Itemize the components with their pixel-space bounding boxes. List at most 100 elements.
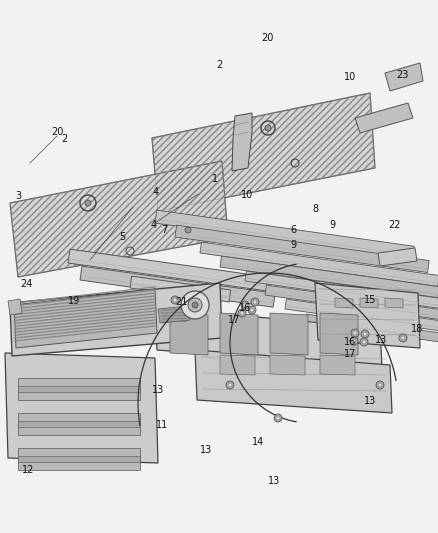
Circle shape — [361, 330, 369, 338]
Text: 13: 13 — [268, 476, 280, 486]
Circle shape — [253, 300, 257, 304]
Circle shape — [352, 339, 356, 343]
Text: 13: 13 — [152, 385, 164, 395]
Polygon shape — [158, 306, 190, 323]
Text: 4: 4 — [150, 220, 156, 230]
Polygon shape — [195, 350, 392, 413]
Text: 6: 6 — [290, 225, 297, 235]
Text: 14: 14 — [252, 438, 265, 447]
Text: 13: 13 — [364, 396, 376, 406]
Polygon shape — [155, 308, 382, 368]
Polygon shape — [220, 256, 438, 297]
Text: 13: 13 — [375, 335, 387, 345]
Circle shape — [351, 329, 359, 337]
Circle shape — [248, 306, 256, 314]
Circle shape — [185, 227, 191, 233]
Circle shape — [171, 296, 179, 304]
Circle shape — [250, 308, 254, 312]
Polygon shape — [18, 456, 140, 462]
Circle shape — [360, 338, 368, 346]
Polygon shape — [378, 248, 417, 266]
Text: 3: 3 — [15, 191, 21, 201]
Polygon shape — [170, 313, 208, 355]
Circle shape — [228, 383, 232, 387]
Text: 17: 17 — [344, 350, 357, 359]
Circle shape — [399, 334, 407, 342]
Text: 9: 9 — [290, 240, 297, 250]
Text: 15: 15 — [364, 295, 376, 304]
Polygon shape — [152, 93, 375, 211]
Text: 7: 7 — [161, 225, 167, 235]
Text: 20: 20 — [261, 34, 273, 43]
Text: 16: 16 — [344, 337, 357, 347]
Circle shape — [274, 414, 282, 422]
Text: 2: 2 — [216, 60, 222, 70]
Polygon shape — [385, 298, 403, 308]
Polygon shape — [14, 289, 157, 348]
Polygon shape — [265, 285, 438, 324]
Polygon shape — [220, 355, 255, 375]
Circle shape — [276, 416, 280, 420]
Circle shape — [226, 381, 234, 389]
Polygon shape — [200, 242, 438, 286]
Circle shape — [265, 125, 271, 131]
Polygon shape — [80, 266, 275, 307]
Polygon shape — [10, 283, 222, 356]
Text: 11: 11 — [156, 420, 168, 430]
Polygon shape — [18, 413, 140, 435]
Polygon shape — [305, 314, 438, 349]
Circle shape — [376, 381, 384, 389]
Polygon shape — [285, 299, 438, 336]
Text: 10: 10 — [344, 72, 357, 82]
Circle shape — [243, 303, 247, 307]
Polygon shape — [315, 283, 420, 348]
Polygon shape — [18, 386, 140, 392]
Circle shape — [173, 298, 177, 302]
Circle shape — [181, 291, 209, 319]
Polygon shape — [220, 313, 258, 355]
Text: 1: 1 — [212, 174, 218, 183]
Text: 2: 2 — [62, 134, 68, 143]
Text: 8: 8 — [312, 204, 318, 214]
Circle shape — [378, 383, 382, 387]
Polygon shape — [18, 448, 140, 470]
Text: 16: 16 — [239, 303, 251, 313]
Text: 13: 13 — [200, 446, 212, 455]
Polygon shape — [270, 313, 308, 355]
Text: 12: 12 — [22, 465, 35, 475]
Polygon shape — [5, 353, 158, 463]
Circle shape — [241, 301, 249, 309]
Text: 10: 10 — [241, 190, 254, 199]
Text: 24: 24 — [20, 279, 32, 288]
Polygon shape — [320, 313, 358, 355]
Circle shape — [350, 337, 358, 345]
Polygon shape — [10, 161, 228, 277]
Circle shape — [238, 309, 246, 317]
Circle shape — [192, 302, 198, 308]
Circle shape — [363, 332, 367, 336]
Circle shape — [401, 336, 405, 340]
Polygon shape — [18, 378, 140, 400]
Polygon shape — [130, 276, 231, 302]
Text: 22: 22 — [388, 220, 400, 230]
Circle shape — [188, 298, 202, 312]
Text: 4: 4 — [152, 187, 159, 197]
Text: 17: 17 — [228, 315, 240, 325]
Circle shape — [240, 311, 244, 315]
Polygon shape — [68, 249, 268, 291]
Circle shape — [353, 331, 357, 335]
Polygon shape — [355, 103, 413, 133]
Polygon shape — [175, 225, 429, 272]
Polygon shape — [360, 298, 378, 308]
Polygon shape — [335, 298, 353, 308]
Polygon shape — [18, 421, 140, 427]
Text: 20: 20 — [51, 127, 63, 137]
Text: 18: 18 — [411, 325, 423, 334]
Polygon shape — [320, 355, 355, 375]
Polygon shape — [245, 271, 438, 311]
Text: 5: 5 — [120, 232, 126, 242]
Circle shape — [251, 298, 259, 306]
Text: 9: 9 — [330, 221, 336, 230]
Polygon shape — [270, 355, 305, 375]
Text: 23: 23 — [396, 70, 408, 79]
